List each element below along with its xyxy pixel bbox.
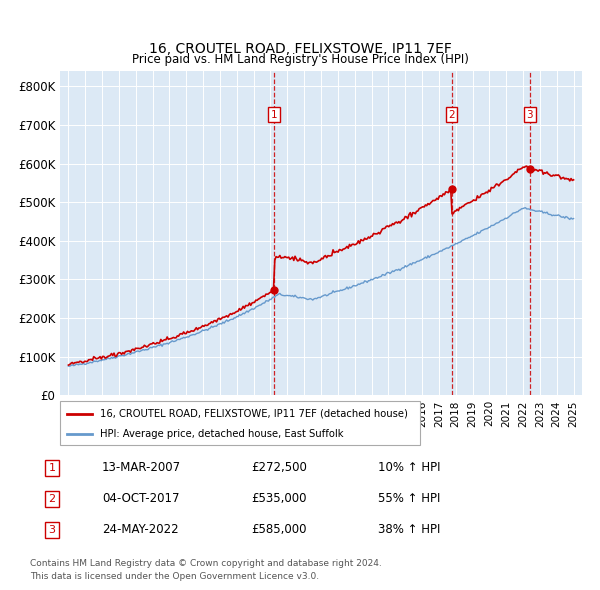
Text: 04-OCT-2017: 04-OCT-2017 — [102, 493, 179, 506]
Text: 2: 2 — [448, 110, 455, 120]
Text: HPI: Average price, detached house, East Suffolk: HPI: Average price, detached house, East… — [100, 430, 343, 440]
Text: Contains HM Land Registry data © Crown copyright and database right 2024.: Contains HM Land Registry data © Crown c… — [30, 559, 382, 568]
Text: 24-MAY-2022: 24-MAY-2022 — [102, 523, 178, 536]
Text: 10% ↑ HPI: 10% ↑ HPI — [378, 461, 440, 474]
Text: 38% ↑ HPI: 38% ↑ HPI — [378, 523, 440, 536]
Text: This data is licensed under the Open Government Licence v3.0.: This data is licensed under the Open Gov… — [30, 572, 319, 581]
Text: 2: 2 — [49, 494, 56, 504]
Text: £585,000: £585,000 — [251, 523, 307, 536]
Text: 3: 3 — [526, 110, 533, 120]
Text: 1: 1 — [271, 110, 277, 120]
Text: 3: 3 — [49, 525, 56, 535]
Text: 1: 1 — [49, 463, 56, 473]
Text: £272,500: £272,500 — [251, 461, 307, 474]
Text: Price paid vs. HM Land Registry's House Price Index (HPI): Price paid vs. HM Land Registry's House … — [131, 53, 469, 66]
Text: 16, CROUTEL ROAD, FELIXSTOWE, IP11 7EF (detached house): 16, CROUTEL ROAD, FELIXSTOWE, IP11 7EF (… — [100, 409, 407, 418]
Text: 55% ↑ HPI: 55% ↑ HPI — [378, 493, 440, 506]
Text: 16, CROUTEL ROAD, FELIXSTOWE, IP11 7EF: 16, CROUTEL ROAD, FELIXSTOWE, IP11 7EF — [149, 42, 451, 56]
Text: 13-MAR-2007: 13-MAR-2007 — [102, 461, 181, 474]
FancyBboxPatch shape — [60, 401, 420, 445]
Text: £535,000: £535,000 — [251, 493, 307, 506]
